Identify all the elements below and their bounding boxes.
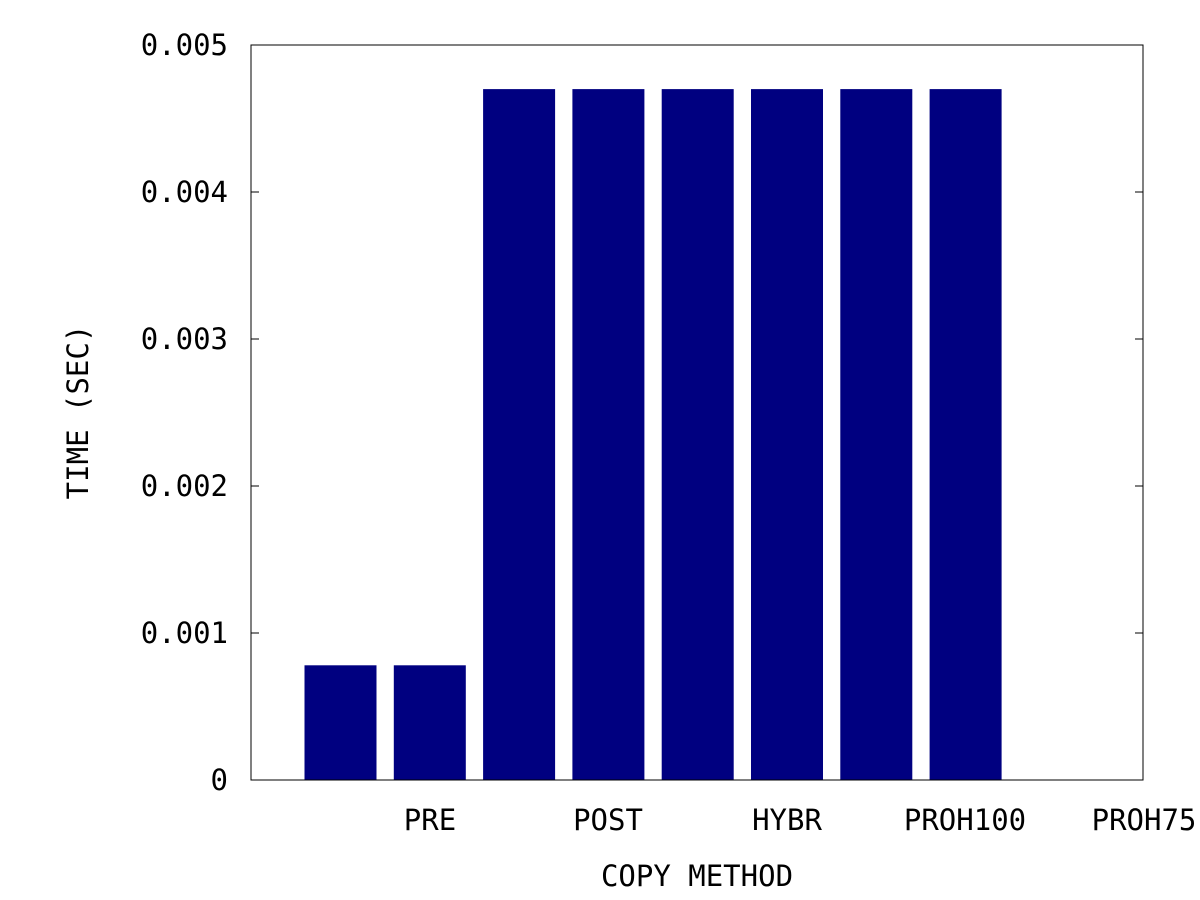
plot-frame bbox=[250, 44, 1144, 781]
y-axis-ticks: 0 0.001 0.002 0.003 0.004 0.005 bbox=[141, 28, 1143, 797]
x-tick-label: PRE bbox=[404, 803, 456, 837]
y-tick-label: 0 bbox=[211, 763, 228, 797]
y-tick-label: 0.001 bbox=[141, 616, 228, 650]
bar bbox=[929, 89, 1002, 781]
bar bbox=[483, 89, 556, 781]
y-tick-label: 0.003 bbox=[141, 322, 228, 356]
bar bbox=[751, 89, 823, 781]
bars-group bbox=[304, 89, 1002, 781]
y-tick-label: 0.004 bbox=[141, 175, 228, 209]
bar bbox=[840, 89, 913, 781]
y-axis-title: TIME (SEC) bbox=[61, 325, 95, 500]
bar bbox=[393, 665, 466, 780]
x-tick-label: HYBR bbox=[752, 803, 822, 837]
bar bbox=[572, 89, 645, 781]
y-tick-label: 0.002 bbox=[141, 469, 228, 503]
x-tick-label: PROH100 bbox=[904, 803, 1026, 837]
x-axis-ticks: PRE POST HYBR PROH100 PROH75 bbox=[404, 803, 1197, 837]
y-tick-label: 0.005 bbox=[141, 28, 228, 62]
bar bbox=[661, 89, 734, 781]
x-axis-title: COPY METHOD bbox=[601, 859, 793, 893]
bar bbox=[304, 665, 377, 780]
x-tick-label: PROH75 bbox=[1092, 803, 1197, 837]
x-tick-label: POST bbox=[573, 803, 643, 837]
